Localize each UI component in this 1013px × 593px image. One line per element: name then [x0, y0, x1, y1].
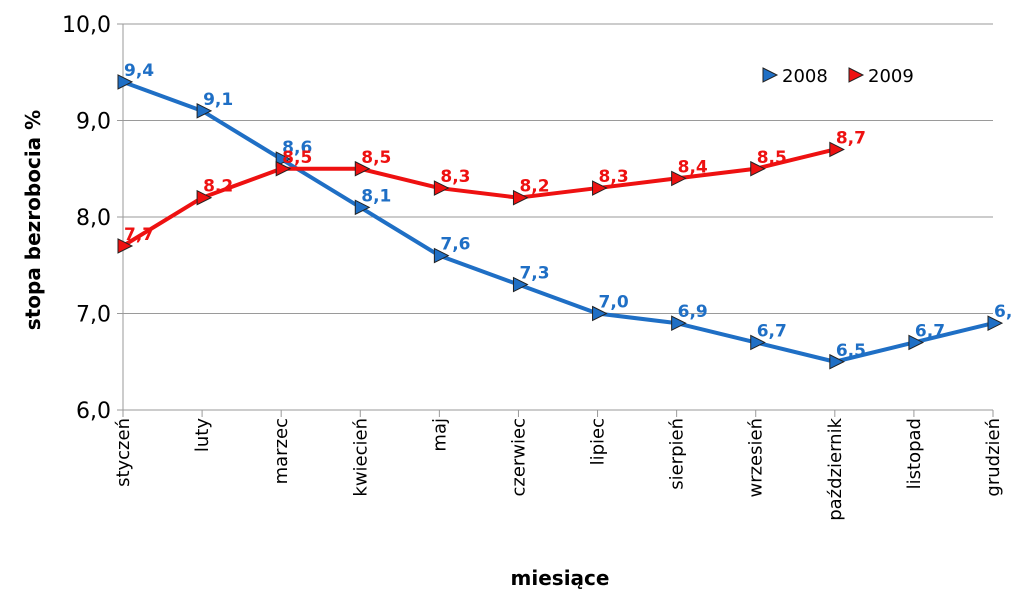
x-tick-label: wrzesień	[746, 418, 767, 498]
data-point	[117, 74, 134, 90]
y-tick-label: 8,0	[76, 206, 111, 231]
data-label: 8,3	[440, 167, 470, 187]
y-tick-labels: 6,0 7,0 8,0 9,0 10,0	[62, 13, 111, 424]
series-2008: 9,4 9,1 8,6 8,1 7,6 7,3 7,0 6,9 6,7 6,5 6,7 6,9	[117, 61, 1013, 370]
data-label: 7,7	[124, 225, 154, 245]
gridlines	[123, 23, 993, 314]
data-point	[592, 180, 608, 196]
data-point	[275, 160, 292, 177]
y-tick-label: 7,0	[76, 303, 111, 328]
data-label: 6,7	[757, 321, 787, 341]
data-point	[433, 247, 450, 264]
legend: 2008 2009	[762, 66, 914, 87]
data-label: 7,6	[440, 235, 470, 255]
axes	[117, 23, 994, 417]
data-label: 8,7	[836, 128, 866, 148]
data-point	[592, 305, 608, 322]
x-tick-label: grudzień	[983, 418, 1004, 497]
data-label: 8,1	[361, 186, 391, 206]
series-line-2008	[122, 80, 994, 364]
data-point	[671, 315, 687, 331]
data-label: 7,3	[519, 264, 549, 284]
x-tick-label: marzec	[271, 418, 292, 484]
data-label: 8,5	[361, 148, 391, 168]
data-point	[750, 160, 766, 177]
data-point	[512, 189, 529, 206]
data-label: 8,5	[282, 148, 312, 168]
data-point	[829, 353, 845, 370]
x-tick-labels: styczeń luty marzec kwiecień maj czerwiec lipi…	[113, 417, 1004, 520]
legend-label: 2009	[868, 66, 914, 87]
y-tick-label: 6,0	[76, 399, 111, 424]
data-point	[354, 160, 371, 177]
x-tick-label: lipiec	[588, 418, 609, 465]
legend-marker-2008	[762, 67, 779, 83]
data-label: 8,4	[678, 157, 708, 177]
x-tick-label: październik	[825, 417, 846, 520]
data-label: 6,9	[678, 302, 708, 322]
x-tick-label: sierpień	[667, 418, 688, 490]
x-tick-label: luty	[192, 418, 213, 452]
x-tick-label: styczeń	[113, 418, 134, 487]
data-point	[987, 315, 1004, 331]
y-axis-title: stopa bezrobocia %	[21, 110, 45, 330]
series-line-2009	[121, 147, 836, 248]
x-tick-label: czerwiec	[508, 418, 529, 497]
data-point	[117, 238, 134, 254]
data-label: 9,4	[124, 61, 154, 81]
data-point	[750, 334, 766, 351]
data-point	[908, 334, 925, 351]
legend-marker-2009	[848, 67, 865, 83]
data-label: 8,3	[599, 167, 629, 187]
y-tick-label: 9,0	[76, 110, 111, 135]
data-label: 8,6	[282, 138, 312, 158]
legend-label: 2008	[782, 66, 828, 87]
data-point	[433, 180, 450, 196]
data-label: 9,1	[203, 90, 233, 110]
x-tick-label: maj	[429, 418, 450, 452]
data-label: 8,5	[757, 148, 787, 168]
x-axis-title: miesiące	[511, 566, 610, 590]
series-2009: 7,7 8,2 8,5 8,5 8,3 8,2 8,3 8,4 8,5 8,7	[117, 128, 866, 254]
data-point	[354, 199, 371, 216]
x-tick-label: listopad	[904, 418, 925, 489]
data-point	[196, 189, 213, 206]
x-tick-label: kwiecień	[350, 418, 371, 497]
data-point	[275, 151, 292, 167]
y-tick-label: 10,0	[62, 13, 111, 38]
data-point	[671, 170, 687, 187]
data-point	[196, 103, 213, 119]
data-point	[512, 276, 529, 293]
data-label: 6,9	[994, 302, 1013, 322]
data-label: 7,0	[599, 293, 629, 313]
data-label: 8,2	[519, 177, 549, 197]
data-label: 6,7	[915, 321, 945, 341]
data-point	[829, 141, 845, 158]
series-group: 9,4 9,1 8,6 8,1 7,6 7,3 7,0 6,9 6,7 6,5 6,7 6,9 7,7 8…	[117, 61, 1013, 370]
data-label: 8,2	[203, 177, 233, 197]
data-label: 6,5	[836, 341, 866, 361]
